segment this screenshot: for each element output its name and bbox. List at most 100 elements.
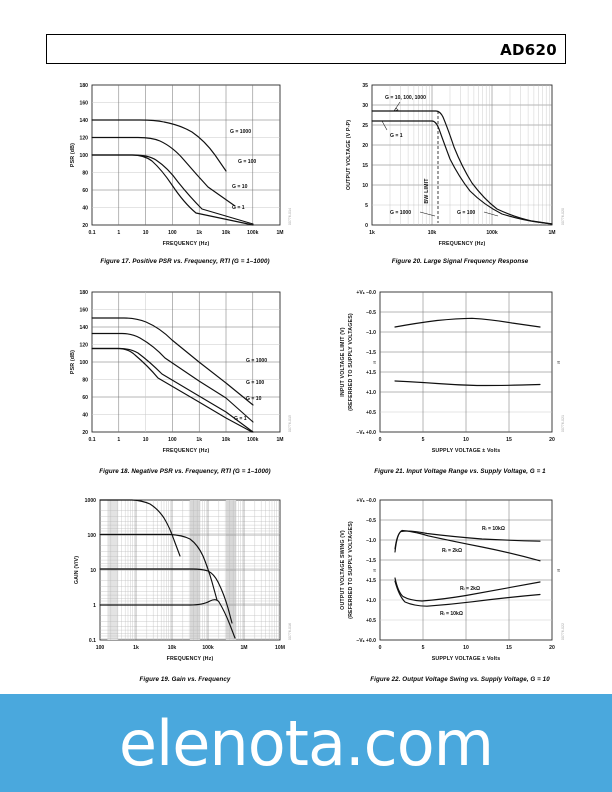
svg-text:G = 10: G = 10 [246,396,262,402]
svg-text:≈: ≈ [557,568,560,574]
svg-text:10k: 10k [168,645,177,651]
svg-text:40: 40 [82,413,88,419]
svg-text:5: 5 [365,203,368,209]
svg-text:≈: ≈ [373,568,376,574]
svg-text:1M: 1M [240,645,247,651]
svg-text:00776-014: 00776-014 [288,208,292,225]
watermark-banner [0,694,612,792]
svg-text:10M: 10M [275,645,285,651]
svg-text:G = 100: G = 100 [238,159,256,165]
svg-text:15: 15 [506,645,512,651]
figure-18: G = 1000 G = 100 G = 10 G = 1 1 80 160 14… [60,282,310,487]
svg-text:PSR (dB): PSR (dB) [70,350,76,374]
svg-text:0.1: 0.1 [88,230,95,236]
svg-text:1: 1 [117,437,120,443]
svg-text:180: 180 [80,83,89,89]
svg-text:10k: 10k [222,437,231,443]
svg-text:G = 1: G = 1 [234,416,247,422]
svg-text:BW LIMIT: BW LIMIT [424,178,430,204]
svg-text:G = 100: G = 100 [457,210,475,216]
figure-17-plot: G = 1000 G = 100 G = 10 G = 1 180 160 14… [70,83,292,247]
svg-text:35: 35 [362,83,368,89]
svg-text:20: 20 [82,223,88,229]
svg-text:100: 100 [80,360,89,366]
svg-text:SUPPLY VOLTAGE ± Volts: SUPPLY VOLTAGE ± Volts [432,656,501,662]
svg-text:25: 25 [362,123,368,129]
svg-text:SUPPLY VOLTAGE ± Volts: SUPPLY VOLTAGE ± Volts [432,448,501,454]
svg-text:FREQUENCY (Hz): FREQUENCY (Hz) [167,656,214,662]
svg-text:PSR (dB): PSR (dB) [70,143,76,167]
svg-text:100: 100 [168,230,177,236]
figure-21: ≈ ≈ +Vₛ –0.0 –0.5 –1.0 –1.5 +1.5 +1.0 +0… [332,282,588,487]
svg-text:5: 5 [422,437,425,443]
svg-text:≈: ≈ [373,360,376,366]
svg-text:+1.5: +1.5 [366,578,376,584]
figure-22-plot: ≈ ≈ Rₗ = 10kΩ Rₗ = 2kΩ Rₗ = 2kΩ Rₗ = 10k… [340,498,565,662]
svg-text:≈: ≈ [557,360,560,366]
figure-21-caption: Figure 21. Input Voltage Range vs. Suppl… [374,468,546,475]
svg-text:1: 1 [117,230,120,236]
svg-text:15: 15 [362,163,368,169]
svg-text:Rₗ = 2kΩ: Rₗ = 2kΩ [460,586,480,592]
page-title: AD620 [500,41,557,59]
svg-text:5: 5 [422,645,425,651]
svg-text:80: 80 [82,378,88,384]
svg-text:+0.5: +0.5 [366,618,376,624]
svg-text:GAIN (V/V): GAIN (V/V) [74,556,80,584]
svg-text:G = 1000: G = 1000 [390,210,411,216]
svg-text:100: 100 [96,645,105,651]
svg-text:0: 0 [365,223,368,229]
figure-18-plot: G = 1000 G = 100 G = 10 G = 1 1 80 160 14… [70,290,292,454]
svg-text:1M: 1M [276,437,283,443]
svg-text:(REFERRED TO SUPPLY VOLTAGES): (REFERRED TO SUPPLY VOLTAGES) [348,521,354,619]
svg-text:00776-021: 00776-021 [561,415,565,432]
svg-text:100k: 100k [486,230,497,236]
figure-20-caption: Figure 20. Large Signal Frequency Respon… [391,258,529,265]
svg-text:Rₗ = 10kΩ: Rₗ = 10kΩ [482,526,505,532]
svg-text:G = 1000: G = 1000 [246,358,267,364]
svg-text:30: 30 [362,103,368,109]
svg-text:10: 10 [143,437,149,443]
svg-text:140: 140 [80,118,89,124]
svg-text:160: 160 [80,308,89,314]
figure-17-caption: Figure 17. Positive PSR vs. Frequency, R… [100,258,270,265]
svg-text:G = 100: G = 100 [246,380,264,386]
svg-text:G = 10, 100, 1000: G = 10, 100, 1000 [385,95,426,101]
svg-text:60: 60 [82,395,88,401]
svg-text:10: 10 [362,183,368,189]
figure-19-plot: 1000 100 10 1 0.1 100 1k 10k 100k 1M 10M… [74,498,292,662]
figure-20-plot: G = 10, 100, 1000 G = 1 BW LIMIT G = 100… [346,83,565,247]
svg-text:100: 100 [80,153,89,159]
svg-text:140: 140 [80,325,89,331]
svg-text:00776-022: 00776-022 [561,623,565,640]
svg-text:1k: 1k [196,230,202,236]
svg-text:FREQUENCY (Hz): FREQUENCY (Hz) [163,448,210,454]
svg-text:10k: 10k [428,230,437,236]
figure-20: G = 10, 100, 1000 G = 1 BW LIMIT G = 100… [332,75,588,275]
svg-text:–0.5: –0.5 [366,310,376,316]
svg-text:+Vₛ –0.0: +Vₛ –0.0 [356,498,376,504]
svg-text:40: 40 [82,206,88,212]
svg-text:1k: 1k [133,645,139,651]
svg-text:100: 100 [88,533,97,539]
figure-22: ≈ ≈ Rₗ = 10kΩ Rₗ = 2kΩ Rₗ = 2kΩ Rₗ = 10k… [332,490,588,690]
svg-text:00776-015: 00776-015 [288,415,292,432]
svg-text:100: 100 [168,437,177,443]
svg-text:OUTPUT VOLTAGE SWING (V): OUTPUT VOLTAGE SWING (V) [340,530,346,610]
svg-text:–Vₛ +0.0: –Vₛ +0.0 [356,638,376,644]
svg-text:Rₗ = 10kΩ: Rₗ = 10kΩ [440,611,463,617]
svg-text:+1.5: +1.5 [366,370,376,376]
svg-text:1k: 1k [196,437,202,443]
svg-text:FREQUENCY (Hz): FREQUENCY (Hz) [439,241,486,247]
figure-19: 1000 100 10 1 0.1 100 1k 10k 100k 1M 10M… [60,490,310,690]
svg-text:1000: 1000 [85,498,96,504]
svg-text:–0.5: –0.5 [366,518,376,524]
svg-text:20: 20 [549,437,555,443]
svg-text:FREQUENCY (Hz): FREQUENCY (Hz) [163,241,210,247]
figure-18-caption: Figure 18. Negative PSR vs. Frequency, R… [99,468,271,475]
svg-text:Rₗ = 2kΩ: Rₗ = 2kΩ [442,548,462,554]
svg-text:–1.0: –1.0 [366,538,376,544]
svg-text:–Vₛ +0.0: –Vₛ +0.0 [356,430,376,436]
svg-text:0: 0 [379,437,382,443]
svg-text:10k: 10k [222,230,231,236]
